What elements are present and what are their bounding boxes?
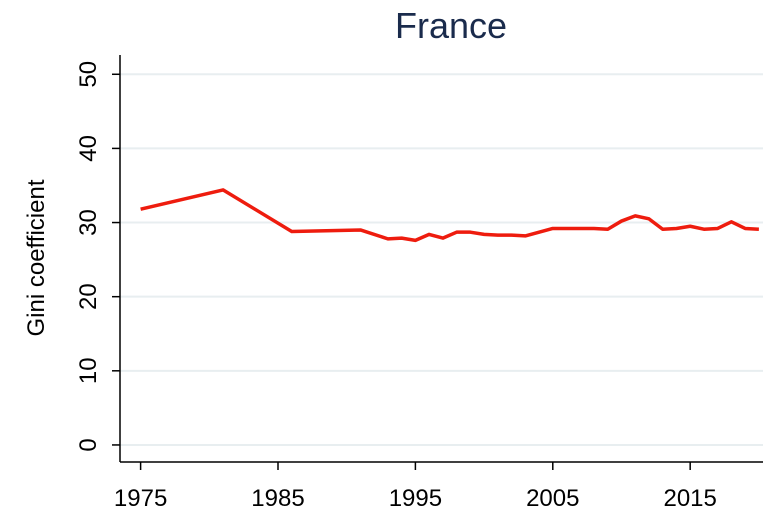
x-tick-label: 1975	[114, 485, 167, 512]
x-tick-label: 2005	[526, 485, 579, 512]
y-tick-label: 50	[75, 61, 102, 88]
data-line	[140, 188, 759, 243]
chart-title: France	[395, 5, 507, 46]
y-tick-label: 20	[75, 283, 102, 310]
x-tick-label: 1985	[251, 485, 304, 512]
y-tick-label: 40	[75, 135, 102, 162]
y-tick-label: 30	[75, 209, 102, 236]
x-tick-label: 2015	[663, 485, 716, 512]
y-tick-label: 0	[75, 438, 102, 451]
y-tick-label: 10	[75, 357, 102, 384]
x-tick-label: 1995	[389, 485, 442, 512]
y-axis-label: Gini coefficient	[23, 179, 50, 336]
